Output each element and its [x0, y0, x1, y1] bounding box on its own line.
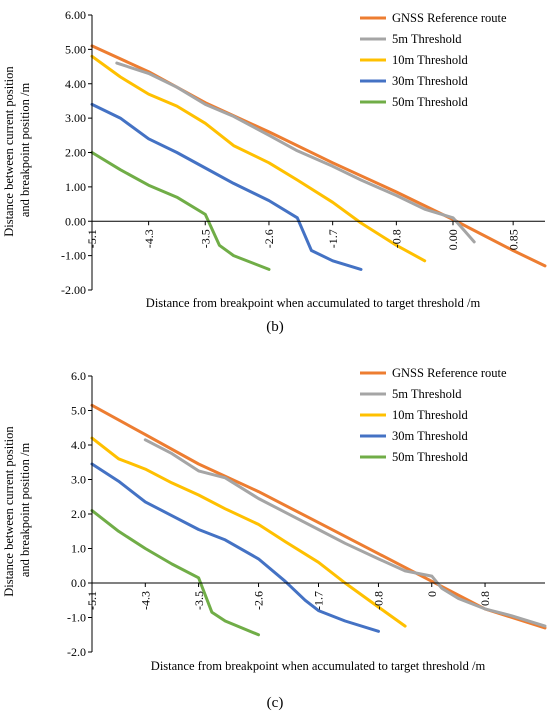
y-tick-label: 3.0	[71, 473, 86, 487]
y-axis-label: Distance between current position and br…	[2, 423, 32, 597]
series-line-5m-threshold	[143, 438, 547, 628]
x-axis-label: Distance from breakpoint when accumulate…	[151, 659, 486, 673]
series-line-5m-threshold	[115, 61, 476, 244]
y-axis-label-line-2: and breakpoint position /m	[18, 443, 32, 578]
series-line-30m-threshold	[90, 102, 363, 271]
legend-label-30m-threshold: 30m Threshold	[392, 429, 469, 443]
x-tick-label: -0.8	[372, 591, 386, 610]
y-axis-label-line-2: and breakpoint position /m	[18, 83, 32, 218]
series-line-10m-threshold	[90, 436, 407, 628]
y-tick-label: 6.00	[65, 8, 86, 22]
series-line-30m-threshold	[90, 462, 380, 633]
x-tick-label: -4.3	[142, 229, 156, 248]
y-tick-label: 4.0	[71, 438, 86, 452]
y-tick-label: -2.00	[61, 283, 86, 297]
y-tick-label: 2.0	[71, 507, 86, 521]
legend-label-5m-threshold: 5m Threshold	[392, 32, 462, 46]
y-tick-label: 4.00	[65, 77, 86, 91]
y-tick-label: 6.0	[71, 369, 86, 383]
x-tick-label: 0.00	[446, 229, 460, 250]
x-tick-label: -1.7	[312, 591, 326, 610]
y-tick-label: 0.0	[71, 576, 86, 590]
x-axis-label: Distance from breakpoint when accumulate…	[146, 296, 481, 310]
y-axis-label-line-1: Distance between current position	[2, 66, 16, 237]
legend-label-30m-threshold: 30m Threshold	[392, 74, 469, 88]
caption-c: (c)	[267, 695, 284, 711]
legend-label-gnss-reference-route: GNSS Reference route	[392, 366, 507, 380]
x-tick-label: 0	[425, 591, 439, 597]
y-tick-label: -1.00	[61, 249, 86, 263]
y-axis-label: Distance between current position and br…	[2, 63, 32, 237]
legend-label-10m-threshold: 10m Threshold	[392, 408, 469, 422]
x-tick-label: 0.85	[506, 229, 520, 250]
x-tick-label: -3.5	[192, 591, 206, 610]
y-tick-label: 1.00	[65, 180, 86, 194]
x-tick-label: -2.6	[252, 591, 266, 610]
x-tick-label: -2.6	[262, 229, 276, 248]
caption-b: (b)	[266, 319, 284, 335]
legend-label-gnss-reference-route: GNSS Reference route	[392, 11, 507, 25]
y-tick-label: 2.00	[65, 146, 86, 160]
legend-label-50m-threshold: 50m Threshold	[392, 450, 469, 464]
x-tick-label: 0.8	[478, 591, 492, 606]
chart-b: -2.00 -1.00 0.00 1.00 2.00 3.00 4.00 5.00 6.00 -…	[2, 8, 547, 335]
y-tick-label: 5.0	[71, 404, 86, 418]
y-tick-label: 0.00	[65, 214, 86, 228]
y-tick-label: 5.00	[65, 42, 86, 56]
series-line-50m-threshold	[90, 151, 271, 271]
chart-c: -2.0 -1.0 0.0 1.0 2.0 3.0 4.0 5.0 6.0 -5.1 -4.3 -3…	[2, 366, 547, 711]
y-tick-label: 3.00	[65, 111, 86, 125]
x-tick-label: -1.7	[326, 229, 340, 248]
series-line-10m-threshold	[90, 54, 427, 263]
legend-label-5m-threshold: 5m Threshold	[392, 387, 462, 401]
legend-label-10m-threshold: 10m Threshold	[392, 53, 469, 67]
legend-label-50m-threshold: 50m Threshold	[392, 95, 469, 109]
x-tick-label: -0.8	[390, 229, 404, 248]
x-tick-label: -5.1	[85, 591, 99, 610]
y-tick-label: -1.0	[67, 611, 86, 625]
y-tick-label: 1.0	[71, 542, 86, 556]
series-line-gnss-reference-route	[90, 403, 547, 630]
x-tick-label: -4.3	[138, 591, 152, 610]
y-axis-label-line-1: Distance between current position	[2, 426, 16, 597]
y-tick-label: -2.0	[67, 645, 86, 659]
series-line-50m-threshold	[90, 509, 260, 637]
x-tick-label: -5.1	[85, 229, 99, 248]
x-tick-label: -3.5	[198, 229, 212, 248]
